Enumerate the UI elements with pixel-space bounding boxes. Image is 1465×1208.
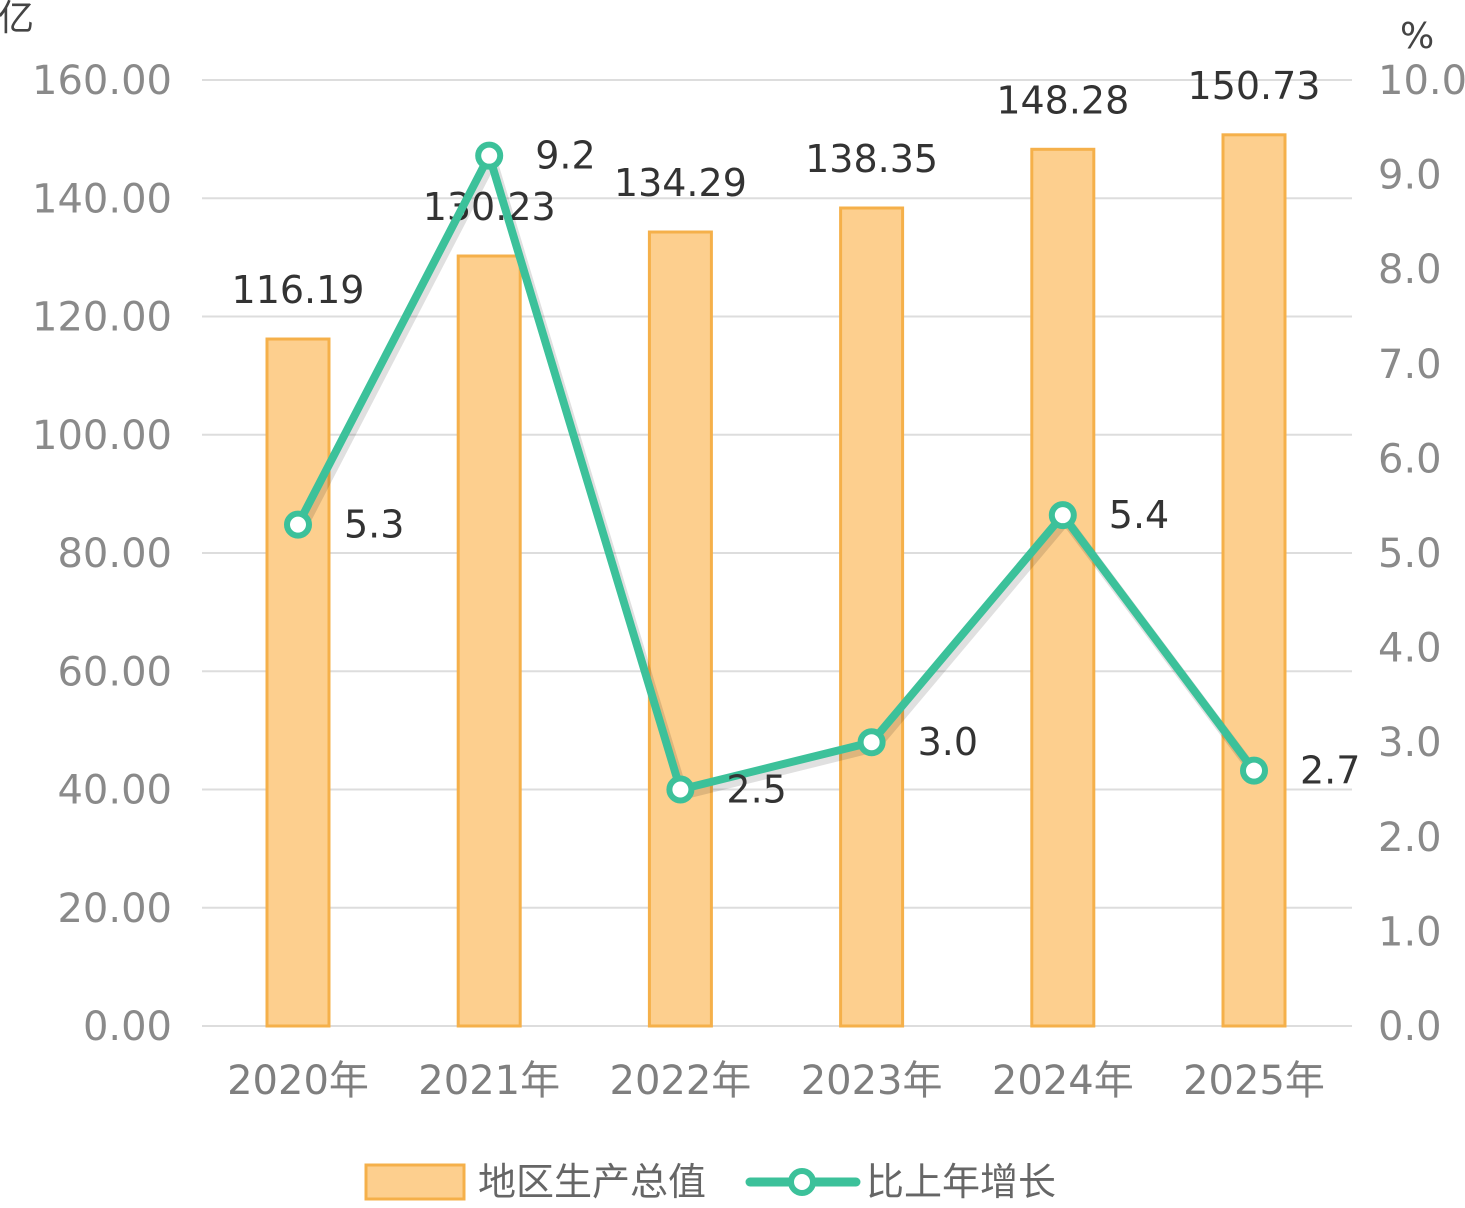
right-tick-label: 1.0 <box>1378 909 1442 955</box>
line-data-labels: 5.3 9.2 2.5 3.0 5.4 2.7 <box>344 134 1360 812</box>
line-value-label: 5.3 <box>344 503 404 547</box>
bar-value-label: 150.73 <box>1188 64 1321 108</box>
x-category-label: 2024年 <box>992 1058 1134 1104</box>
line-value-label: 2.5 <box>726 768 786 812</box>
legend-line-marker <box>788 1168 816 1196</box>
bar-series <box>265 133 1287 1028</box>
left-tick-label: 40.00 <box>57 768 172 814</box>
bar-data-labels: 116.19 130.23 134.29 138.35 148.28 150.73 <box>232 64 1321 312</box>
left-tick-label: 100.00 <box>32 413 172 459</box>
bar-value-label: 148.28 <box>996 78 1129 122</box>
x-category-label: 2020年 <box>227 1058 369 1104</box>
left-tick-label: 60.00 <box>57 649 172 695</box>
line-point <box>666 775 695 804</box>
left-axis-ticks: 0.00 20.00 40.00 60.00 80.00 100.00 120.00 140.… <box>32 58 172 1050</box>
right-tick-label: 0.0 <box>1378 1004 1442 1050</box>
right-tick-label: 10.0 <box>1378 58 1465 104</box>
x-category-label: 2022年 <box>610 1058 752 1104</box>
bar <box>647 230 713 1028</box>
line-value-label: 5.4 <box>1109 493 1169 537</box>
line-point <box>1240 756 1268 785</box>
right-tick-label: 7.0 <box>1378 342 1442 388</box>
legend-bar-swatch <box>364 1163 466 1201</box>
left-tick-label: 0.00 <box>83 1004 172 1050</box>
x-category-label: 2023年 <box>801 1058 943 1104</box>
bar-value-label: 130.23 <box>423 185 556 229</box>
right-tick-label: 8.0 <box>1378 247 1442 293</box>
right-tick-label: 4.0 <box>1378 626 1442 672</box>
right-tick-label: 6.0 <box>1378 436 1442 482</box>
line-point <box>1048 501 1077 530</box>
line-shadow <box>296 155 1262 800</box>
left-tick-label: 120.00 <box>32 295 172 341</box>
right-tick-label: 5.0 <box>1378 531 1442 577</box>
line-value-label: 3.0 <box>918 720 978 764</box>
left-tick-label: 160.00 <box>32 58 172 104</box>
right-tick-label: 9.0 <box>1378 153 1442 199</box>
line-point <box>284 510 312 539</box>
bar <box>265 337 331 1028</box>
line-series <box>284 141 1268 804</box>
bar <box>839 206 905 1028</box>
x-category-label: 2025年 <box>1183 1058 1325 1104</box>
x-category-label: 2021年 <box>418 1058 560 1104</box>
bar-value-label: 134.29 <box>614 161 747 205</box>
bar <box>1030 147 1096 1028</box>
right-axis-ticks: 0.0 1.0 2.0 3.0 4.0 5.0 6.0 7.0 8.0 9.0 10.0 <box>1378 58 1465 1050</box>
bar-value-label: 116.19 <box>232 268 365 312</box>
left-tick-label: 20.00 <box>57 886 172 932</box>
right-tick-label: 2.0 <box>1378 815 1442 861</box>
right-axis-unit: % <box>1400 16 1434 57</box>
legend-label-growth: 比上年增长 <box>866 1160 1056 1204</box>
bar-value-label: 138.35 <box>805 137 938 181</box>
line-value-label: 9.2 <box>535 134 595 178</box>
left-tick-label: 140.00 <box>32 176 172 222</box>
left-axis-unit: 亿 <box>0 0 34 39</box>
series-line <box>294 151 1258 794</box>
legend-label-gdp: 地区生产总值 <box>478 1160 706 1204</box>
bar <box>456 254 522 1028</box>
line-point <box>475 141 504 170</box>
gridlines <box>202 79 1352 1027</box>
x-axis-categories: 2020年 2021年 2022年 2023年 2024年 2025年 <box>227 1058 1325 1104</box>
line-point <box>857 728 886 757</box>
legend: 地区生产总值 比上年增长 <box>364 1160 1056 1204</box>
left-tick-label: 80.00 <box>57 531 172 577</box>
line-value-label: 2.7 <box>1300 749 1360 793</box>
right-tick-label: 3.0 <box>1378 720 1442 766</box>
bar <box>1221 133 1287 1028</box>
